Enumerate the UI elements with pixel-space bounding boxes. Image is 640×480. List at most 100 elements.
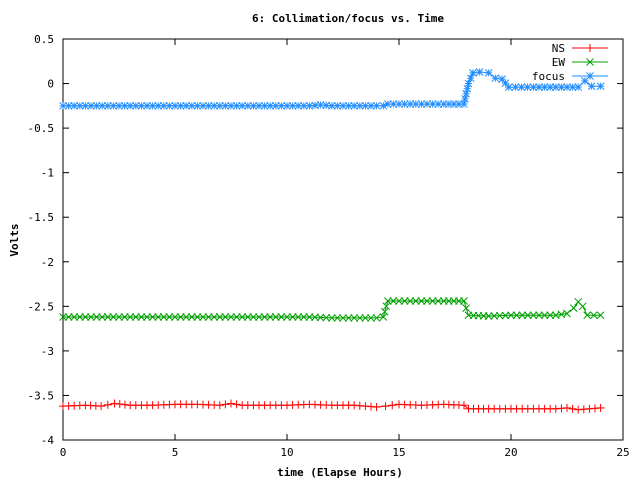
data-point — [383, 100, 392, 108]
data-point — [596, 82, 605, 91]
data-point — [215, 401, 224, 410]
series-ns — [59, 399, 605, 414]
series-focus — [59, 68, 605, 110]
data-point — [143, 313, 151, 321]
data-point — [563, 309, 571, 318]
y-tick-label: -1.5 — [28, 211, 55, 224]
legend-label: EW — [552, 56, 566, 69]
data-point — [64, 313, 73, 321]
data-point — [249, 313, 258, 321]
data-point — [232, 313, 241, 321]
data-point — [221, 400, 230, 409]
y-tick-label: 0 — [47, 78, 54, 91]
data-point — [596, 311, 605, 320]
data-point — [176, 313, 185, 321]
data-point — [260, 313, 269, 321]
data-point — [59, 313, 67, 321]
data-point — [504, 83, 513, 91]
data-point — [350, 314, 359, 322]
data-point — [187, 313, 196, 321]
data-point — [238, 313, 247, 321]
data-point — [59, 101, 67, 110]
data-point — [587, 82, 596, 91]
data-point — [382, 302, 391, 311]
data-point — [380, 307, 389, 316]
data-point — [333, 101, 342, 110]
data-point — [215, 313, 224, 321]
data-point — [137, 101, 146, 110]
data-point — [148, 313, 157, 321]
data-point — [204, 101, 213, 110]
data-point — [120, 101, 129, 110]
data-point — [327, 101, 336, 110]
data-point — [255, 101, 263, 110]
data-point — [159, 101, 168, 110]
data-point — [109, 101, 118, 110]
data-point — [131, 313, 140, 321]
data-point — [344, 314, 353, 322]
data-point — [583, 311, 592, 320]
x-axis-label: time (Elapse Hours) — [277, 466, 403, 479]
data-point — [232, 400, 241, 409]
data-point — [227, 399, 235, 408]
data-point — [182, 101, 191, 110]
data-point — [316, 313, 325, 322]
data-point — [459, 401, 468, 410]
data-point — [355, 314, 364, 322]
data-point — [529, 83, 538, 91]
data-point — [327, 314, 336, 322]
data-point — [182, 313, 191, 321]
data-point — [395, 297, 403, 305]
y-tick-label: -2.5 — [28, 300, 55, 313]
data-point — [277, 313, 286, 321]
data-point — [294, 313, 303, 321]
y-tick-label: -0.5 — [28, 122, 55, 135]
y-tick-label: -3.5 — [28, 389, 55, 402]
data-point — [193, 313, 202, 321]
data-point — [388, 401, 397, 410]
data-point — [70, 101, 79, 110]
data-point — [120, 313, 129, 321]
data-point — [484, 312, 493, 320]
data-point — [305, 313, 314, 321]
data-point — [322, 313, 331, 322]
data-point — [546, 311, 555, 320]
data-point — [243, 313, 252, 321]
data-point — [417, 297, 426, 305]
data-point — [540, 83, 549, 91]
y-tick-label: -1 — [41, 167, 54, 180]
data-point — [81, 313, 90, 321]
data-point — [75, 101, 84, 110]
legend-marker — [586, 72, 594, 80]
data-point — [120, 400, 129, 409]
x-tick-label: 25 — [616, 446, 629, 459]
data-point — [171, 313, 179, 321]
data-point — [255, 313, 263, 321]
data-point — [266, 313, 275, 321]
data-point — [475, 68, 484, 76]
legend-label: NS — [552, 42, 565, 55]
data-point — [171, 101, 179, 110]
data-point — [379, 313, 388, 321]
y-tick-label: -3 — [41, 345, 54, 358]
data-point — [523, 83, 532, 91]
data-point — [423, 100, 431, 108]
data-point — [266, 101, 275, 110]
data-point — [126, 101, 135, 110]
plot-area — [62, 38, 624, 441]
data-point — [199, 313, 207, 321]
data-point — [484, 69, 493, 77]
data-point — [563, 83, 571, 91]
y-tick-label: -2 — [41, 256, 54, 269]
data-point — [540, 311, 549, 320]
data-point — [109, 313, 118, 321]
data-point — [367, 314, 375, 322]
axis-ticks: 0 5 10 15 20 25 0.5 0 -0.5 -1 -1.5 -2 -2.5 -3 -3.5 -4 — [28, 33, 630, 459]
data-point — [70, 313, 79, 321]
y-tick-label: -4 — [41, 434, 55, 447]
data-point — [103, 313, 112, 321]
data-point — [460, 297, 468, 305]
data-point — [428, 297, 437, 305]
data-point — [299, 313, 308, 321]
data-point — [507, 311, 515, 320]
